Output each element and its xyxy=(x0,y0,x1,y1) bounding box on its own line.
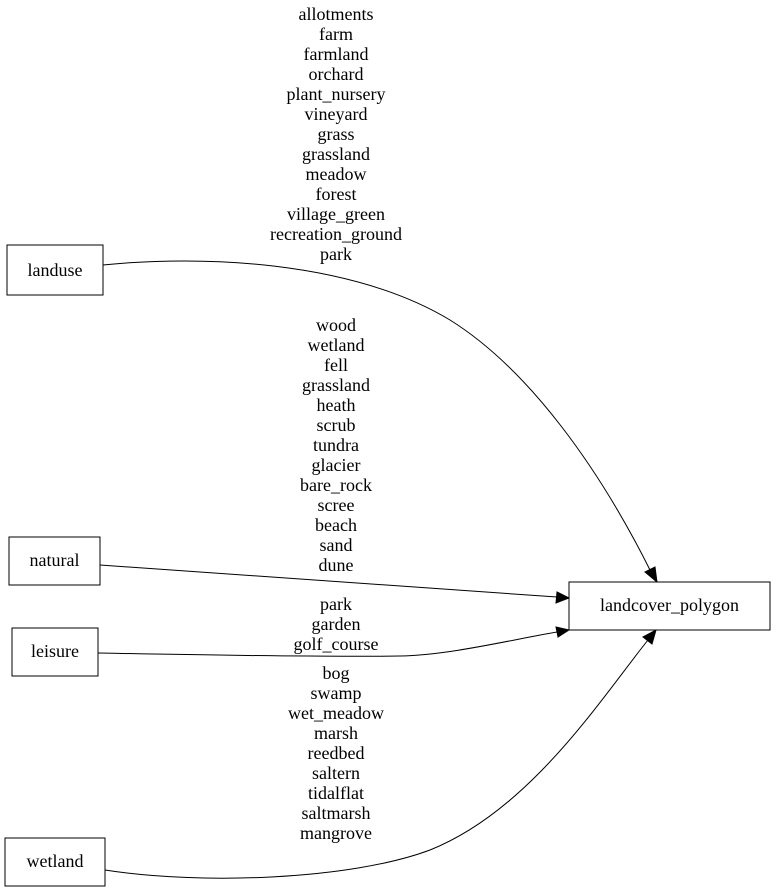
edge-label: tidalflat xyxy=(308,783,364,803)
arrowhead-icon xyxy=(642,628,657,645)
arrowhead-icon xyxy=(555,626,571,638)
edge-label: heath xyxy=(317,395,356,415)
edge-label: reedbed xyxy=(308,743,365,763)
edge-natural xyxy=(99,564,571,604)
node-landuse[interactable]: landuse xyxy=(6,244,104,296)
edge-label: recreation_ground xyxy=(270,224,402,244)
edge-label: fell xyxy=(324,355,348,375)
node-leisure[interactable]: leisure xyxy=(11,627,99,677)
edge-label: bog xyxy=(323,663,350,683)
arrowhead-icon xyxy=(644,566,658,584)
edge-label: sand xyxy=(320,535,353,555)
node-label: wetland xyxy=(27,851,84,871)
edge-label: bare_rock xyxy=(300,475,372,495)
edge-label: grassland xyxy=(302,375,370,395)
node-label: leisure xyxy=(31,641,79,661)
node-label: landcover_polygon xyxy=(600,595,739,615)
edge-label: saltmarsh xyxy=(302,803,371,823)
edge-label: garden xyxy=(312,614,361,634)
edge-label: marsh xyxy=(314,723,358,743)
edge-label: scree xyxy=(318,495,355,515)
edge-leisure xyxy=(97,626,571,657)
edge-label: park xyxy=(320,244,352,264)
edge-labels-natural: woodwetlandfellgrasslandheathscrubtundra… xyxy=(300,315,372,575)
arrowhead-icon xyxy=(555,591,571,604)
edge-label: wetland xyxy=(308,335,365,355)
edge-wetland xyxy=(104,628,657,879)
edge-label: mangrove xyxy=(300,823,372,843)
edge-label: forest xyxy=(316,184,357,204)
edge-label: orchard xyxy=(309,64,364,84)
edge-label: farm xyxy=(319,24,353,44)
edge-label: swamp xyxy=(311,683,362,703)
edge-label: scrub xyxy=(317,415,356,435)
node-label: landuse xyxy=(28,260,83,280)
edge-label: grassland xyxy=(302,144,370,164)
edge-label: plant_nursery xyxy=(287,84,386,104)
edge-label: dune xyxy=(319,555,354,575)
node-landcover-polygon[interactable]: landcover_polygon xyxy=(568,581,771,631)
edge-label: beach xyxy=(315,515,357,535)
node-wetland[interactable]: wetland xyxy=(4,837,106,887)
edge-labels-wetland: bogswampwet_meadowmarshreedbedsalterntid… xyxy=(288,663,384,843)
edge-label: vineyard xyxy=(305,104,368,124)
edge-label: tundra xyxy=(313,435,359,455)
edge-landuse xyxy=(102,260,658,584)
node-natural[interactable]: natural xyxy=(8,536,101,586)
edge-label: farmland xyxy=(304,44,369,64)
edge-labels-landuse: allotmentsfarmfarmlandorchardplant_nurse… xyxy=(270,4,402,264)
edge-label: wood xyxy=(316,315,356,335)
node-label: natural xyxy=(30,550,80,570)
edge-label: wet_meadow xyxy=(288,703,384,723)
edge-label: village_green xyxy=(287,204,385,224)
edge-label: meadow xyxy=(306,164,367,184)
edge-label: golf_course xyxy=(294,634,379,654)
edge-label: glacier xyxy=(312,455,361,475)
edge-label: saltern xyxy=(312,763,360,783)
edge-label: grass xyxy=(318,124,355,144)
edge-label: allotments xyxy=(299,4,374,24)
edge-label: park xyxy=(320,594,352,614)
